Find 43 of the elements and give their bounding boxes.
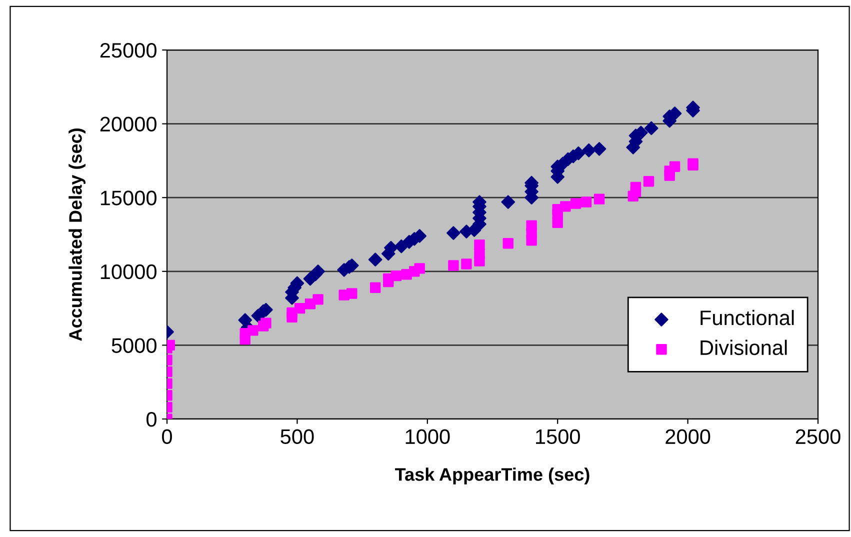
point xyxy=(446,226,460,240)
point xyxy=(448,260,459,271)
y-tick-label: 5000 xyxy=(112,338,156,353)
y-tick-label: 20000 xyxy=(100,116,156,132)
point xyxy=(594,194,605,204)
point xyxy=(312,294,324,305)
y-axis-title: Accumulated Delay (sec) xyxy=(68,128,86,341)
point xyxy=(669,161,680,172)
point xyxy=(294,302,306,314)
point xyxy=(414,263,425,274)
y-tick-label: 15000 xyxy=(100,190,156,206)
y-tick-label: 25000 xyxy=(100,43,156,58)
x-tick-label: 2500 xyxy=(796,429,840,444)
point xyxy=(560,201,571,212)
point xyxy=(390,270,402,282)
x-tick-label: 500 xyxy=(280,429,314,444)
point xyxy=(592,142,606,156)
point xyxy=(643,176,654,187)
x-axis-title: Task AppearTime (sec) xyxy=(395,468,590,484)
point xyxy=(394,239,408,254)
point xyxy=(260,318,272,328)
point xyxy=(461,258,472,270)
x-tick-label: 0 xyxy=(162,429,172,444)
point xyxy=(644,121,658,136)
legend-label: Functional xyxy=(700,310,794,326)
point xyxy=(630,182,642,193)
x-tick-label: 1000 xyxy=(406,429,450,444)
point xyxy=(580,196,592,208)
point xyxy=(248,325,258,336)
point xyxy=(370,282,381,293)
point xyxy=(501,195,516,209)
point xyxy=(582,143,596,158)
y-tick-label: 10000 xyxy=(100,264,156,280)
point xyxy=(368,252,382,266)
point xyxy=(502,238,514,249)
point xyxy=(346,288,358,299)
point xyxy=(570,198,582,209)
point xyxy=(474,239,485,250)
legend-label: Divisional xyxy=(700,340,787,356)
point xyxy=(526,220,537,231)
x-tick-label: 2000 xyxy=(666,429,710,444)
y-tick-label: 0 xyxy=(146,412,156,427)
x-tick-label: 1500 xyxy=(536,429,580,444)
